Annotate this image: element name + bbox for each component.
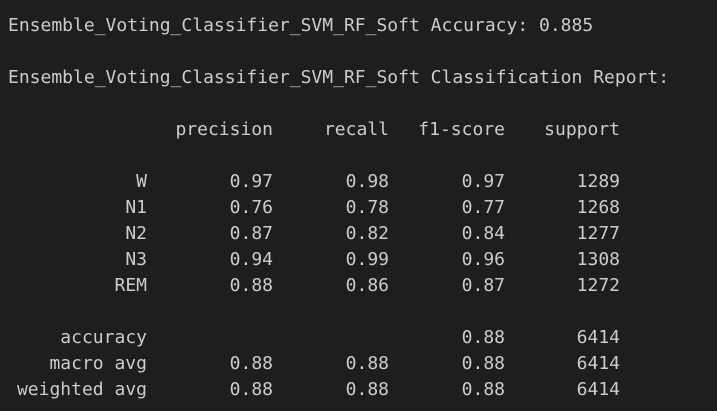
summary-f1-score: 0.88	[461, 379, 505, 400]
summary-f1-score: 0.88	[461, 327, 505, 348]
row-precision: 0.94	[229, 249, 273, 270]
report-header-precision: precision	[175, 119, 273, 140]
row-support: 1268	[576, 197, 620, 218]
row-precision: 0.87	[229, 223, 273, 244]
summary-f1-score: 0.88	[461, 353, 505, 374]
accuracy-line: Ensemble_Voting_Classifier_SVM_RF_Soft A…	[8, 15, 594, 36]
summary-support: 6414	[576, 327, 620, 348]
row-f1-score: 0.84	[461, 223, 505, 244]
row-support: 1289	[576, 171, 620, 192]
summary-recall: 0.88	[345, 353, 389, 374]
row-support: 1272	[576, 275, 620, 296]
report-header-support: support	[544, 119, 620, 140]
summary-precision: 0.88	[229, 353, 273, 374]
row-support: 1277	[576, 223, 620, 244]
report-title: Ensemble_Voting_Classifier_SVM_RF_Soft C…	[8, 67, 670, 88]
row-label: N3	[125, 249, 147, 270]
report-header-f1: f1-score	[418, 119, 505, 140]
row-recall: 0.78	[345, 197, 389, 218]
row-precision: 0.76	[229, 197, 273, 218]
row-precision: 0.97	[229, 171, 273, 192]
row-recall: 0.86	[345, 275, 389, 296]
row-support: 1308	[576, 249, 620, 270]
summary-label: accuracy	[60, 327, 147, 348]
summary-recall: 0.88	[345, 379, 389, 400]
row-recall: 0.98	[345, 171, 389, 192]
summary-support: 6414	[576, 353, 620, 374]
row-precision: 0.88	[229, 275, 273, 296]
row-f1-score: 0.77	[461, 197, 505, 218]
summary-support: 6414	[576, 379, 620, 400]
row-f1-score: 0.87	[461, 275, 505, 296]
summary-precision: 0.88	[229, 379, 273, 400]
row-f1-score: 0.97	[461, 171, 505, 192]
summary-label: weighted avg	[16, 379, 147, 400]
row-recall: 0.82	[345, 223, 389, 244]
row-label: N1	[125, 197, 147, 218]
summary-label: macro avg	[49, 353, 147, 374]
row-label: REM	[114, 275, 147, 296]
report-header-recall: recall	[323, 119, 389, 140]
row-label: N2	[125, 223, 147, 244]
row-label: W	[136, 171, 147, 192]
row-f1-score: 0.96	[461, 249, 505, 270]
row-recall: 0.99	[345, 249, 389, 270]
